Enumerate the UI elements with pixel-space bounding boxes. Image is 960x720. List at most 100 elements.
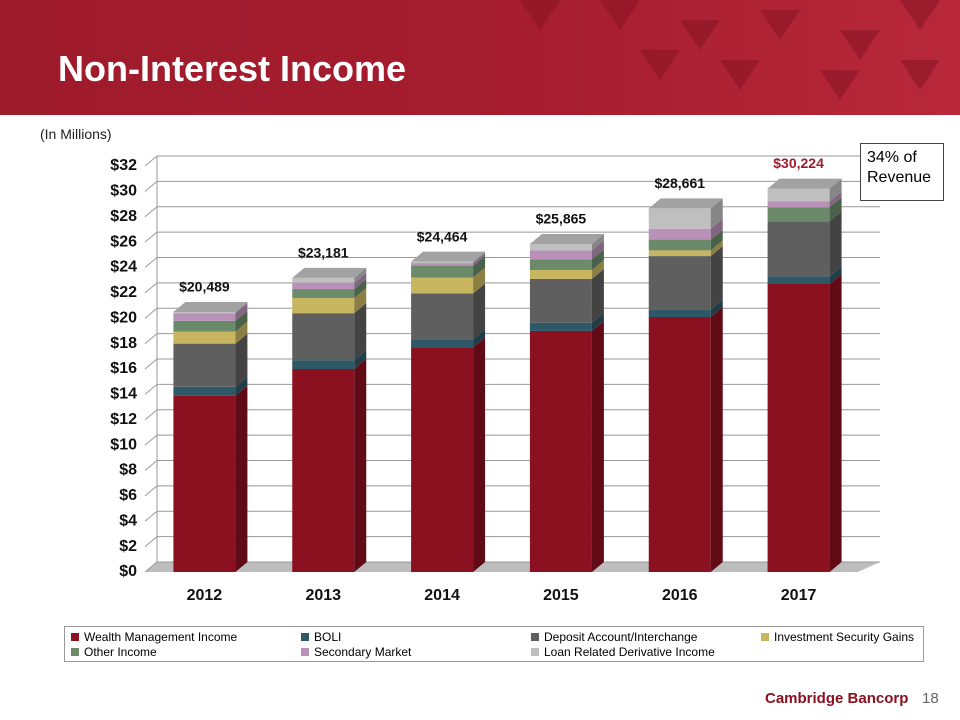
bar-segment — [411, 277, 474, 294]
x-tick-label: 2016 — [662, 587, 698, 604]
bar-segment — [529, 259, 592, 271]
bar-segment — [529, 270, 592, 279]
y-tick-label: $18 — [110, 335, 137, 352]
bar-segment-side — [354, 303, 367, 361]
bar-segment-side — [354, 279, 367, 298]
legend-label: BOLI — [314, 629, 342, 644]
y-tick-label: $28 — [110, 208, 137, 225]
bar-segment — [529, 322, 592, 331]
y-tick-label: $24 — [110, 259, 137, 276]
total-label: $25,865 — [536, 211, 587, 227]
grid-line-side — [144, 257, 158, 268]
legend-label: Secondary Market — [314, 644, 412, 659]
y-tick-label: $0 — [119, 563, 137, 580]
bar-segment-side — [710, 306, 723, 572]
bar-segment — [292, 369, 355, 572]
bar-segment-side — [591, 249, 604, 271]
bar-segment-side — [235, 321, 248, 344]
y-tick-label: $4 — [119, 512, 137, 529]
legend-swatch — [531, 647, 539, 656]
bar-segment-side — [354, 350, 367, 369]
bar-segment-side — [710, 240, 723, 257]
bar-top — [529, 234, 604, 245]
bar-segment — [173, 320, 236, 332]
bar-segment — [767, 283, 830, 572]
bar-segment-side — [591, 260, 604, 279]
bar-segment-side — [473, 251, 486, 264]
bar-segment — [648, 316, 711, 572]
bar-segment-side — [710, 218, 723, 240]
bar-segment-side — [829, 211, 842, 277]
bar-segment — [411, 347, 474, 572]
legend-swatch — [71, 647, 79, 656]
grid-line-side — [144, 307, 158, 319]
bar-segment-side — [235, 385, 248, 572]
legend-item: Investment Security Gains — [761, 629, 921, 644]
bar-segment-side — [829, 197, 842, 222]
legend-item: Loan Related Derivative Income — [531, 644, 761, 659]
bar-segment — [173, 386, 236, 396]
bar-segment — [411, 293, 474, 340]
grid-line-side — [144, 460, 158, 471]
bar-segment-side — [591, 240, 604, 260]
grid-line-side — [144, 155, 158, 167]
bar-segment — [529, 330, 592, 572]
legend-swatch — [71, 632, 79, 641]
y-tick-label: $10 — [110, 436, 137, 453]
legend-swatch — [531, 632, 539, 641]
legend-label: Deposit Account/Interchange — [544, 629, 698, 644]
bar-segment-side — [591, 312, 604, 331]
bar-segment-side — [235, 303, 248, 321]
x-tick-label: 2012 — [187, 587, 223, 604]
chart: $0 $2 $4 $6 $8 $10 $12 $14 $16 $18 $20 $22 $24 $26 $28… — [110, 155, 880, 604]
bar-segment — [292, 282, 355, 290]
bar-segment-side — [473, 255, 486, 278]
legend-item: Other Income — [71, 644, 301, 659]
x-tick-label: 2013 — [305, 587, 341, 604]
header-pattern — [520, 0, 940, 100]
y-tick-label: $20 — [110, 309, 137, 326]
x-tick-label: 2014 — [424, 587, 460, 604]
grid-line-side — [144, 383, 158, 395]
bar-segment — [648, 309, 711, 317]
bar-segment — [648, 208, 711, 229]
grid-line-side — [144, 561, 158, 573]
brand: Cambridge Bancorp — [765, 690, 909, 707]
bar-top — [767, 178, 842, 189]
grid-line-side — [144, 282, 158, 294]
bar-top — [411, 251, 486, 262]
y-tick-label: $14 — [110, 386, 137, 403]
y-tick-label: $22 — [110, 284, 137, 301]
grid-line-side — [144, 536, 158, 548]
bar-segment — [648, 256, 711, 310]
bar-segment — [767, 221, 830, 277]
bar-segment-side — [354, 287, 367, 314]
bar-segment-side — [235, 302, 248, 314]
bar-segment — [292, 360, 355, 369]
bar-segment-side — [829, 191, 842, 208]
page-number: 18 — [922, 690, 939, 707]
legend-item: BOLI — [301, 629, 531, 644]
bar-segment — [648, 228, 711, 240]
legend-label: Other Income — [84, 644, 157, 659]
bar-segment-side — [829, 266, 842, 284]
grid-line-side — [144, 180, 158, 192]
total-label: $30,224 — [773, 155, 824, 171]
y-tick-label: $8 — [119, 462, 137, 479]
bar-segment-side — [473, 283, 486, 340]
bar-segment — [411, 263, 474, 266]
bar-segment-side — [235, 376, 248, 396]
grid-line-side — [144, 409, 158, 421]
bar-segment — [292, 289, 355, 298]
bar-segment — [173, 331, 236, 344]
bar-segment — [529, 250, 592, 260]
legend-item: Deposit Account/Interchange — [531, 629, 761, 644]
legend-swatch — [301, 632, 309, 641]
bar-segment-side — [591, 320, 604, 572]
y-tick-label: $30 — [110, 183, 137, 200]
legend: Wealth Management Income BOLI Deposit Acco… — [64, 626, 924, 662]
bar-segment — [767, 276, 830, 284]
bar-segment — [292, 277, 355, 283]
bar-segment-side — [235, 333, 248, 387]
